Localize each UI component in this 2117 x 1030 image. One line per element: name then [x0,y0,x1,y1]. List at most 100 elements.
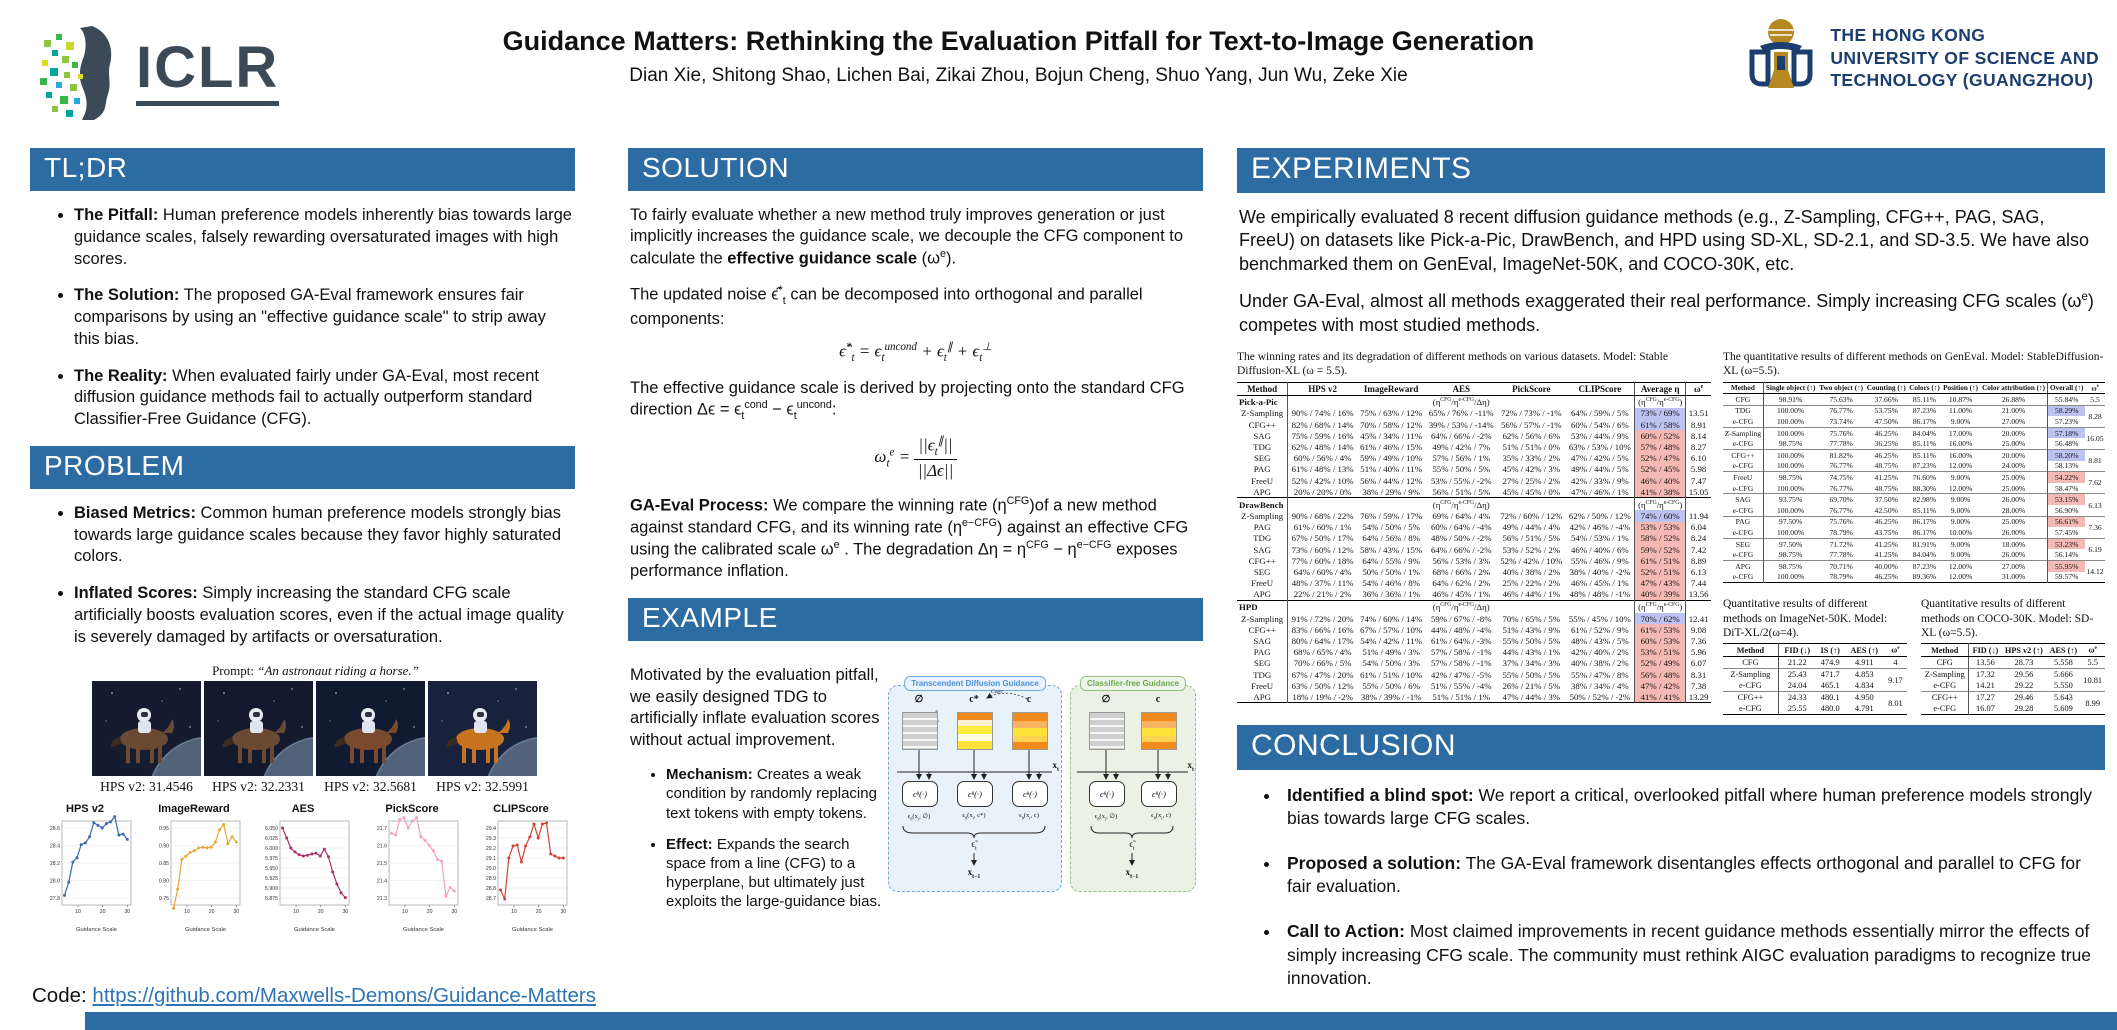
table-cell: e-CFG [1723,505,1764,517]
table-cell: 69.70% [1817,493,1865,506]
table-cell: 98.75% [1778,439,1803,449]
table-cell: 46% / 44% / 1% [1502,589,1561,600]
table-cell: 49% / 44% / 5% [1571,464,1629,475]
table-cell: 43.75% [1874,528,1898,538]
table-cell: 17.27 [1968,691,2002,704]
table-cell: 61% / 64% / -3% [1430,635,1492,646]
table-row: e-CFG 25.55 480.0 4.791 [1723,703,1907,715]
table-cell: 4.911 [1844,656,1884,669]
table-row: e-CFG 100.00% 78.79% 46.25% 89.36% 12.00% 31.0… [1723,571,2105,583]
table-cell: 9.00% [1941,493,1980,506]
table-cell: 82% / 68% / 14% [1291,419,1354,430]
svg-text:0.95: 0.95 [159,826,169,832]
table-cell: 47% / 43% [1634,577,1687,589]
table-cell: 42% / 47% / -5% [1430,669,1492,680]
table-cell: 9.00% [1941,471,1980,483]
table-cell: 25.00% [1979,471,2048,483]
geneval-table-block: The quantitative results of different me… [1723,350,2105,716]
table-cell: 26% / 21% / 5% [1502,680,1561,691]
tdg-panel-label: Transcendent Diffusion Guidance [904,676,1046,692]
problem-heading: PROBLEM [30,445,575,489]
table-cell: 5.550 [2053,681,2073,691]
table-cell: 50% / 52% / -2% [1569,691,1631,702]
table-row: e-CFG 24.04 465.1 4.834 [1723,680,1907,692]
table-cell: 4.791 [1854,704,1874,714]
svg-text:20: 20 [427,909,433,915]
equation-fraction: ||ϵt∥|| ||Δϵ|| [914,434,957,481]
table-row: TDG 67% / 50% / 17% 64% / 56% / 8% 48% / 50… [1237,532,1711,544]
hps-score: HPS v2: 32.5681 [324,779,417,795]
bullet: Effect: Expands the search space from a … [666,835,886,912]
table-cell: 11.00% [1941,404,1980,417]
svg-text:28.7: 28.7 [486,896,496,902]
table-cell: TDG [1237,532,1289,544]
table-cell: 25.00% [2001,483,2026,493]
xt-label: xt [1187,760,1194,774]
table-cell: 70.71% [1817,559,1865,572]
table-row: FreeU 48% / 37% / 11% 54% / 46% / 8% 64% / … [1237,577,1711,589]
table-cell: 8.28 [2085,404,2105,428]
table-cell: 59% / 49% / 10% [1360,453,1423,464]
table-row: e-CFG 16.07 29.28 5.609 [1921,703,2105,715]
table-cell: 83% / 66% / 16% [1291,624,1354,635]
table-cell: 67% / 47% / 20% [1291,669,1354,680]
table-cell: 46% / 40% [1634,474,1687,487]
table-cell: 47% / 42% / 5% [1571,453,1629,464]
table-cell: 29.56 [2001,668,2047,681]
table-cell: 42.50% [1874,505,1898,515]
empty-token-stack [1089,712,1125,751]
code-link-line: Code: https://github.com/Maxwells-Demons… [32,984,596,1008]
table-cell: 7.47 [1690,475,1707,486]
svg-text:0.80: 0.80 [159,879,169,885]
table-cell: 46% / 45% / 1% [1432,589,1491,600]
table-cell: 54% / 46% / 8% [1362,578,1420,589]
table-cell: 60% / 56% / 4% [1293,453,1352,464]
table-cell: 4 [1883,656,1907,669]
table-cell: 27% / 25% / 2% [1502,475,1561,486]
table-cell: 17.32 [1968,668,2002,681]
table-cell: 77% / 60% / 18% [1291,555,1354,566]
table-cell: SEG [1237,657,1289,669]
table-cell: 59.57% [2047,571,2086,583]
table-cell: 81.82% [1817,449,1865,461]
conclusion-heading: CONCLUSION [1237,725,2105,771]
table-cell: 78.79% [1829,528,1853,538]
table-cell: 76.77% [1829,505,1853,515]
experiments-heading: EXPERIMENTS [1237,148,2105,193]
table-cell: (ηCFG/ηe-CFG/Δη) [1287,394,1635,408]
table-cell: 60% / 54% / 6% [1571,419,1629,430]
table-cell: 72% / 60% / 12% [1500,510,1563,521]
table-cell: 46.25% [1874,572,1898,582]
column-header: ωe [1685,382,1711,396]
table-cell: 55.84% [2047,393,2086,406]
svg-text:Guidance Scale: Guidance Scale [185,927,226,933]
table-cell: e-CFG [1723,549,1764,561]
table-cell: 100.00% [1763,449,1818,461]
table-cell: 28.73 [2001,656,2047,669]
table-cell: PAG [1237,463,1289,475]
code-link[interactable]: https://github.com/Maxwells-Demons/Guida… [92,984,597,1007]
table-cell: 58.47% [2047,482,2086,494]
table-cell: 46% / 40% / 6% [1571,544,1629,555]
svg-text:Guidance Scale: Guidance Scale [76,927,117,933]
svg-text:28.0: 28.0 [50,879,60,885]
table-cell: 41.25% [1874,550,1898,560]
astronaut-image-row [92,681,539,777]
svg-text:5.900: 5.900 [265,886,278,892]
table-cell: 480.0 [1820,704,1840,714]
table-cell: 75% / 63% / 12% [1360,408,1423,419]
table-cell: 37% / 34% / 3% [1502,658,1561,669]
table-cell: 56% / 57% / -1% [1501,419,1562,430]
column-header: Method [1723,382,1764,395]
table-row: e-CFG 100.00% 76.77% 42.50% 85.11% 9.00% 28.00… [1723,505,2105,517]
table-cell: 465.1 [1820,681,1840,691]
table-cell: 4.834 [1854,681,1874,691]
table-cell: 27.00% [2001,417,2026,427]
xt-label: xt [1052,760,1059,774]
bullet: Proposed a solution: The GA-Eval framewo… [1281,852,2105,898]
table-cell: 56% / 51% / 5% [1432,486,1491,497]
table-row: Z-Sampling 100.00% 75.76% 46.25% 84.04% 17.00… [1723,426,2105,450]
epsilon-model-box: ϵ θ (·) [1089,781,1125,808]
table-cell: 47% / 42% [1634,680,1687,692]
example-bullets: Mechanism: Creates a weak condition by r… [628,765,886,911]
